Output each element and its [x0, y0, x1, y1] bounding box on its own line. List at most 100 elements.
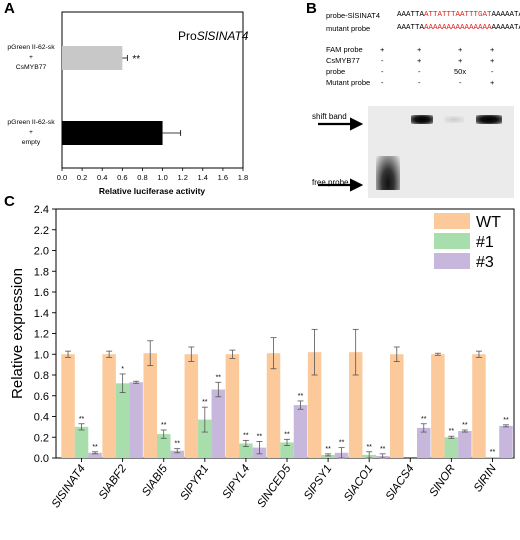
- bar-WT: [225, 354, 240, 458]
- x-category-label: SlNOR: [427, 463, 457, 499]
- significance-marker: **: [243, 432, 249, 439]
- bar-label-line: pGreen II-62-sk: [7, 119, 55, 126]
- bar-line1: [156, 434, 171, 458]
- panel-label-c: C: [4, 193, 15, 210]
- cell: +: [417, 56, 422, 65]
- bar-line1: [321, 454, 335, 458]
- bar-line1: [239, 443, 253, 458]
- x-tick-label: 0.0: [57, 173, 67, 182]
- y-tick-label: 1.4: [34, 308, 49, 320]
- y-tick-label: 1.0: [34, 349, 49, 361]
- shift-band-label: shift band: [312, 112, 347, 121]
- cell: +: [458, 56, 463, 65]
- luciferase-bar: [62, 121, 163, 145]
- row-csmyb77: CsMYB77: [326, 56, 360, 65]
- row-mutant-probe: Mutant probe: [326, 78, 370, 87]
- significance-marker: **: [79, 416, 85, 423]
- bar-label-line: CsMYB77: [16, 64, 47, 71]
- x-tick-label: 0.4: [97, 173, 107, 182]
- significance-marker: **: [325, 446, 331, 453]
- bar-line3: [88, 452, 102, 458]
- cell: +: [490, 78, 495, 87]
- row-probe: probe: [326, 67, 345, 76]
- x-category-label: SlACO1: [342, 463, 376, 504]
- x-tick-label: 1.0: [157, 173, 167, 182]
- probe-label: probe-SlSINAT4: [326, 11, 381, 20]
- bar-label-line: +: [29, 54, 33, 61]
- bar-line1: [74, 426, 89, 458]
- significance-marker: *: [121, 366, 124, 373]
- bar-WT: [307, 352, 322, 458]
- x-category-label: SlACS4: [384, 463, 417, 503]
- significance-marker: **: [202, 399, 208, 406]
- cell: +: [417, 45, 422, 54]
- significance-marker: **: [216, 374, 222, 381]
- cell: +: [458, 45, 463, 54]
- x-tick-label: 1.2: [177, 173, 187, 182]
- x-category-label: SlABF2: [97, 462, 130, 501]
- panel-a-title: ProSlSINAT4: [178, 29, 249, 43]
- x-category-label: SlRIN: [472, 462, 499, 494]
- mutant-probe-label: mutant probe: [326, 24, 371, 33]
- bar-WT: [102, 354, 116, 458]
- cell: 50x: [454, 67, 467, 76]
- bar-WT: [431, 354, 445, 458]
- bar-label-line: empty: [22, 139, 41, 146]
- y-tick-label: 0.8: [34, 370, 49, 382]
- significance-marker: **: [380, 446, 386, 453]
- cell: +: [490, 45, 495, 54]
- bar-WT: [61, 354, 75, 458]
- y-tick-label: 1.6: [34, 287, 49, 299]
- bar-line3: [499, 425, 513, 458]
- emsa-gel-image: [368, 106, 514, 198]
- significance-marker: **: [132, 54, 140, 65]
- significance-marker: **: [421, 416, 427, 423]
- bar-line3: [458, 431, 472, 458]
- significance-marker: **: [366, 444, 372, 451]
- cell: -: [381, 67, 384, 76]
- bar-label-line: pGreen II-62-sk: [7, 44, 55, 51]
- x-tick-label: 1.4: [198, 173, 208, 182]
- y-tick-label: 0.0: [34, 453, 49, 465]
- probe-sequence: AAATTAATTATTTAATTTGATAAAAATA: [397, 11, 520, 19]
- bar-line3: [129, 382, 143, 458]
- legend-swatch: [434, 213, 470, 229]
- significance-marker: **: [92, 444, 98, 451]
- bar-line1: [485, 456, 500, 458]
- significance-marker: **: [490, 449, 496, 456]
- row-fam-probe: FAM probe: [326, 45, 363, 54]
- x-category-label: SlNCED5: [255, 462, 293, 510]
- bar-WT: [348, 352, 363, 458]
- luciferase-chart: ProSlSINAT4 Relative luciferase activity…: [7, 11, 249, 196]
- cell: +: [380, 45, 385, 54]
- x-tick-label: 0.6: [117, 173, 127, 182]
- cell: -: [381, 56, 384, 65]
- x-category-label: SlSINAT4: [50, 463, 88, 511]
- y-tick-label: 0.2: [34, 432, 49, 444]
- plot-frame: [61, 11, 244, 169]
- bar-line3: [211, 389, 226, 458]
- significance-marker: **: [257, 433, 263, 440]
- bar-WT: [472, 354, 486, 458]
- row-name: probe: [326, 67, 346, 76]
- y-tick-label: 2.4: [34, 204, 49, 216]
- faint-band-lane3: [444, 116, 464, 123]
- significance-marker: **: [298, 393, 304, 400]
- legend-swatch: [434, 253, 470, 269]
- y-axis-label: Relative expression: [9, 268, 26, 399]
- x-tick-label: 0.2: [77, 173, 87, 182]
- significance-marker: **: [175, 441, 181, 448]
- bar-line1: [444, 437, 459, 458]
- bar-line1: [115, 383, 130, 458]
- legend-label: #1: [476, 234, 494, 251]
- bar-line1: [198, 419, 212, 458]
- cell: -: [418, 78, 421, 87]
- significance-marker: **: [449, 428, 455, 435]
- x-tick-label: 0.8: [137, 173, 147, 182]
- shift-band-lane2: [411, 115, 433, 124]
- free-probe-label: free probe: [312, 178, 349, 187]
- row-name: CsMYB77: [326, 56, 360, 65]
- legend-label: WT: [476, 214, 501, 231]
- bar-line3: [170, 450, 184, 458]
- x-category-label: SlPYL4: [221, 463, 253, 501]
